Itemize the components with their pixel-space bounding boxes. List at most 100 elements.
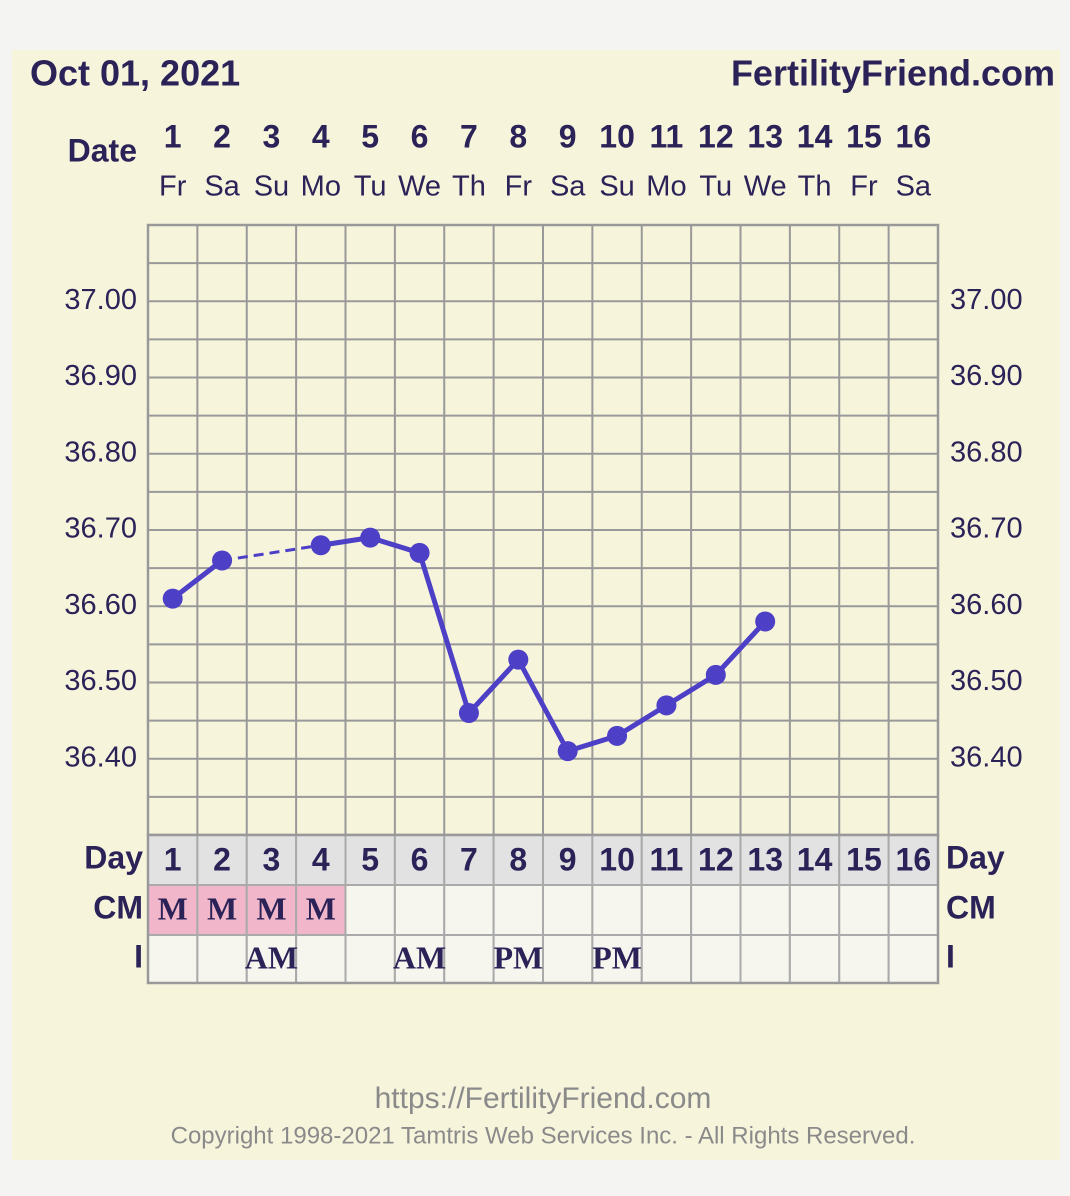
cell-value: 13 [747,841,783,877]
table-border [146,833,940,985]
date-label: 12 [698,118,734,154]
weekday-label: Fr [159,171,187,203]
cell-value: 12 [698,841,734,877]
temperature-line [320,535,768,754]
weekday-label: Fr [505,171,533,203]
cell-value: PM [493,939,543,975]
y-tick-label: 36.70 [64,513,137,545]
temperature-point [755,611,776,632]
footer-url: https://FertilityFriend.com [375,1082,712,1115]
weekday-label: Tu [699,171,732,203]
table-cell [739,884,791,936]
weekday-label: Th [798,171,832,203]
weekday-label: Su [254,171,289,203]
cell-value: 2 [213,841,231,877]
row-label: CM [93,889,143,925]
cell-value: 15 [846,841,882,877]
weekday-label: Sa [550,171,586,203]
row-label-right: Day [946,839,1005,875]
y2-tick-label: 36.90 [950,360,1023,392]
row-label: Day [84,839,143,875]
cell-value: M [256,890,286,926]
table-cell [245,934,298,984]
table-cell [443,884,495,936]
weekday-label: Tu [354,171,387,203]
table-cell [788,934,841,984]
y-tick-label: 36.90 [64,360,137,392]
date-label: 11 [650,118,684,154]
weekday-label: We [744,171,787,203]
table-cell [640,884,693,936]
cell-value: 8 [509,841,527,877]
weekday-label: Su [599,171,634,203]
cell-value: 6 [411,841,429,877]
table-cell [295,884,347,936]
cell-value: 4 [312,841,330,877]
date-label: 16 [896,118,932,154]
temperature-point [212,550,233,571]
temperature-point [162,588,183,609]
table-cell [295,834,347,886]
gap-connector [221,543,322,562]
row-label: I [134,938,143,974]
table-cell [542,934,594,984]
table-cell [838,934,890,984]
temperature-point [705,664,726,685]
table-cell [344,884,396,936]
temperature-point [508,649,529,670]
date-label: 9 [559,118,577,154]
weekday-label: Mo [646,171,686,203]
site-name: FertilityFriend.com [731,53,1055,94]
temperature-point [458,703,479,723]
table-cell [196,934,248,984]
date-label: 5 [361,118,379,154]
temperature-point [360,527,381,548]
date-label: 8 [509,118,527,154]
table-cell [690,884,742,936]
cell-value: AM [245,939,298,975]
y-tick-label: 36.80 [64,436,137,468]
cell-value: PM [592,939,642,975]
table-cell [443,934,495,984]
weekday-label: Sa [896,171,932,203]
cell-value: 16 [896,841,932,877]
y-tick-label: 36.60 [64,589,137,621]
temperature-point [557,741,578,762]
y2-tick-label: 37.00 [950,284,1023,316]
table-cell [887,934,939,984]
date-label: 10 [599,118,635,154]
y2-tick-label: 36.40 [950,741,1023,773]
cell-value: 7 [460,841,478,877]
y2-tick-label: 36.60 [950,589,1023,621]
x-axis-label: Date [68,132,137,168]
row-label-right: CM [946,889,996,925]
chart-date: Oct 01, 2021 [30,53,240,94]
y2-tick-label: 36.70 [950,513,1023,545]
y-tick-label: 36.50 [64,665,137,697]
cell-value: M [207,890,237,926]
temperature-point [656,695,677,716]
table-cell [295,934,347,984]
table-cell [640,834,693,886]
table-cell [591,884,643,936]
table-cell [492,884,544,936]
cell-value: M [306,890,336,926]
cell-value: M [158,890,188,926]
table-cell [640,934,693,984]
table-cell [739,934,791,984]
date-label: 4 [312,118,330,154]
table-cell [542,884,594,936]
table-cell [690,834,742,886]
temperature-point [310,535,331,556]
date-label: 13 [747,118,783,154]
cell-value: 14 [797,841,833,877]
temperature-point [607,725,628,746]
row-label-right: I [946,938,955,974]
table-cell [147,884,199,936]
cell-value: 10 [599,841,635,877]
cell-value: AM [393,939,446,975]
date-label: 2 [213,118,231,154]
table-cell [838,884,890,936]
y-tick-label: 36.40 [64,741,137,773]
